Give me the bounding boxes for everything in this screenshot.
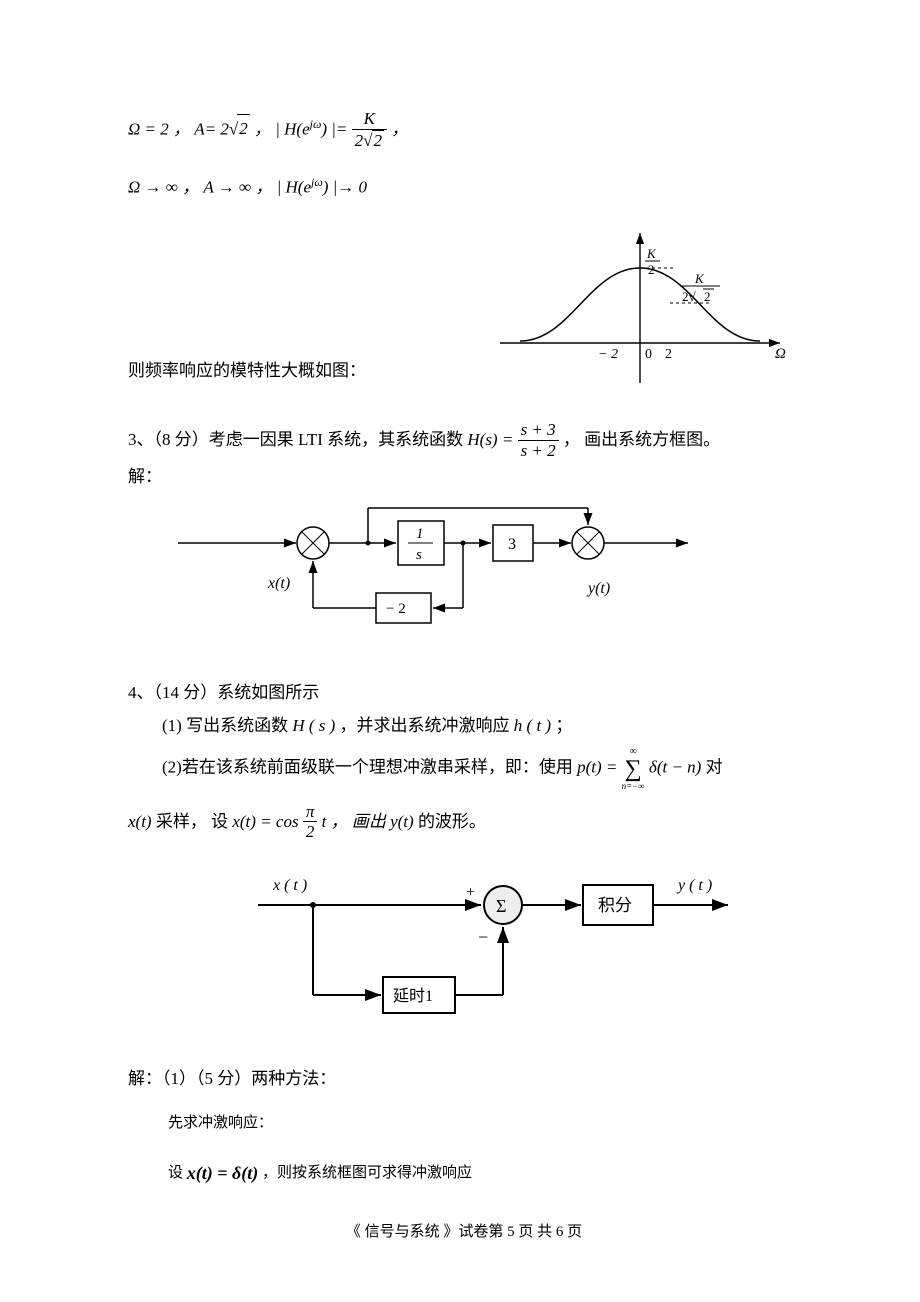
q4d-jifen: 积分	[598, 896, 632, 915]
q3-hpre: H(s) =	[467, 430, 517, 449]
graph-zero: 0	[645, 347, 652, 362]
q4d-sigma: Σ	[496, 896, 506, 916]
l1-fden-sqrt: 2	[372, 130, 385, 151]
l2-p2: ) |→ 0	[323, 178, 367, 197]
l1-sqrt: 2	[237, 114, 250, 142]
q3-text: 3、（8 分）考虑一因果 LTI 系统，其系统函数 H(s) = s + 3 s…	[128, 421, 800, 461]
l2-p1: Ω → ∞ ， A → ∞ ， | H(e	[128, 178, 311, 197]
graph-omega: Ω	[775, 346, 786, 362]
q4-l1: (1) 写出系统函数 H ( s ) ，并求出系统冲激响应 h ( t ) ；	[128, 710, 800, 742]
q4-sol-l2: 设 x(t) = δ(t) ，则按系统框图可求得冲激响应	[128, 1156, 800, 1190]
q3-xt: x(t)	[267, 575, 290, 592]
graph-k22n: K	[694, 271, 705, 286]
q4-d: δ(t − n)	[649, 757, 701, 776]
graph-k2d: 2	[648, 262, 655, 277]
q4d-delay: 延时1	[393, 987, 433, 1005]
svg-text:2√: 2√	[682, 289, 697, 304]
q4-fd: 2	[303, 822, 318, 842]
q4d-plus: +	[466, 884, 475, 901]
q4-sol-head: 解：（1）（5 分）两种方法：	[128, 1063, 800, 1095]
q3-fd: s + 2	[518, 441, 559, 461]
q4-l2: (2)若在该系统前面级联一个理想冲激串采样，即：使用 p(t) = ∞ ∑ n=…	[128, 742, 800, 795]
graph-k2n: K	[646, 246, 657, 261]
l1-exp: jω	[310, 117, 322, 131]
equation-line-1: Ω = 2 ， A= 2√2 ， | H(ejω) |= K 2√2 ，	[128, 110, 800, 151]
q4-l1c: ；	[555, 716, 572, 735]
l1-omega: Ω = 2 ，	[128, 119, 190, 138]
q4-xt: x(t)	[128, 812, 152, 831]
q3-gn2: − 2	[386, 601, 406, 617]
q3-block-diagram: 1 s 3 − 2 x(t) y(t)	[158, 493, 718, 653]
q4-block-diagram: x ( t ) + Σ − 积分 y ( t ) 延时1	[218, 855, 758, 1045]
q4-ht: h ( t )	[514, 716, 551, 735]
graph-k22dp: 2	[682, 289, 689, 304]
q4-yt: y(t)	[390, 812, 414, 831]
q3-a: 3、（8 分）考虑一因果 LTI 系统，其系统函数	[128, 430, 467, 449]
l1-tail: ，	[391, 119, 408, 138]
graph-neg2: − 2	[598, 347, 618, 362]
q3-fn: s + 3	[518, 421, 559, 441]
graph-two: 2	[665, 347, 672, 362]
l2-exp: jω	[311, 175, 323, 189]
q3-jie: 解：	[128, 461, 800, 493]
q4-p: p(t) =	[577, 757, 622, 776]
q4-l2b: 对	[706, 757, 723, 776]
equation-line-2: Ω → ∞ ， A → ∞ ， | H(ejω) |→ 0	[128, 173, 800, 201]
q4d-xt: x ( t )	[272, 877, 307, 894]
q3-yt: y(t)	[586, 580, 610, 597]
q4-sol-l2a: 设	[168, 1165, 187, 1181]
q4-l3c: t ， 画出	[322, 812, 390, 831]
l1-a: A= 2	[194, 119, 229, 138]
l1-hopen: | H(e	[275, 119, 309, 138]
q4-l2a: (2)若在该系统前面级联一个理想冲激串采样，即：使用	[162, 757, 577, 776]
q4-xt2: x(t) = cos	[232, 812, 298, 831]
q3-1sd: s	[416, 547, 422, 563]
q4-sol-l1: 先求冲激响应：	[128, 1109, 800, 1138]
page-footer: 《 信号与系统 》试卷第 5 页 共 6 页	[128, 1220, 800, 1241]
q4d-yt: y ( t )	[676, 877, 712, 894]
freq-text: 则频率响应的模特性大概如图：	[128, 355, 366, 393]
l1-fnum: K	[352, 110, 387, 130]
q4-sol-l2b: ，则按系统框图可求得冲激响应	[262, 1165, 472, 1181]
l1-sep: ，	[254, 119, 275, 138]
q4-l3: x(t) 采样， 设 x(t) = cos π 2 t ， 画出 y(t) 的波…	[128, 803, 800, 843]
l1-hclose: ) |=	[321, 119, 347, 138]
q4-l3d: 的波形。	[418, 812, 486, 831]
q4-sol-eq: x(t) = δ(t)	[187, 1163, 258, 1183]
q4-l1a: (1) 写出系统函数	[162, 716, 292, 735]
q4-hs: H ( s )	[292, 716, 335, 735]
q3-b: ， 画出系统方框图。	[563, 430, 720, 449]
q4d-minus: −	[478, 927, 488, 947]
l1-fden-pre: 2	[355, 131, 364, 150]
graph-k22s: 2	[704, 289, 711, 304]
frequency-response-graph: − 2 0 2 Ω K 2 K 2√ 2	[480, 223, 800, 393]
q4-l1b: ，并求出系统冲激响应	[340, 716, 514, 735]
q4-head: 4、（14 分）系统如图所示	[128, 677, 800, 709]
q4-fn: π	[303, 803, 318, 823]
q4-sb: n=−∞	[622, 778, 645, 795]
q4-l3b: 采样， 设	[156, 812, 233, 831]
q3-1sn: 1	[416, 526, 424, 542]
q3-g3: 3	[508, 536, 516, 553]
